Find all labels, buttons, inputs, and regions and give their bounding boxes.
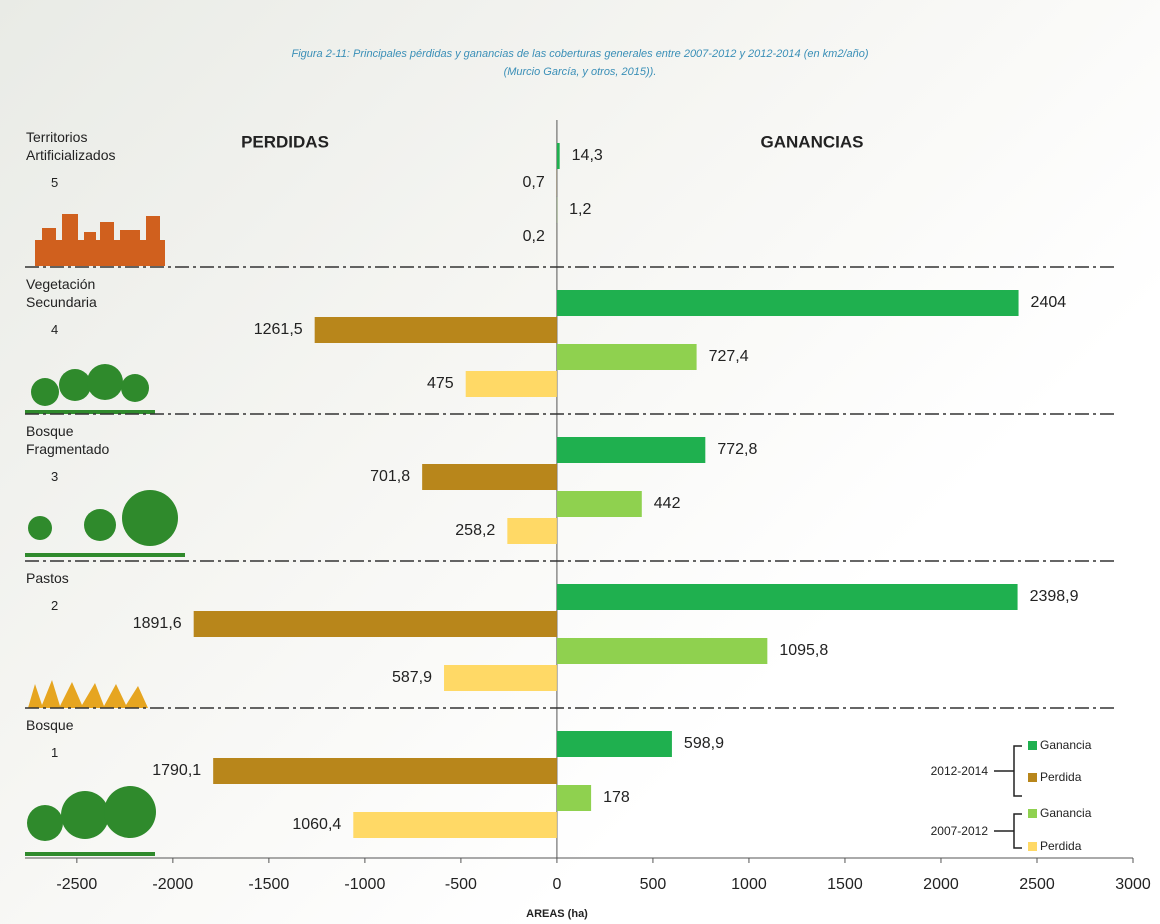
bar <box>556 143 560 169</box>
buildings-icon <box>35 214 165 266</box>
chart-title: Figura 2-11: Principales pérdidas y gana… <box>291 48 869 60</box>
bar <box>353 812 557 838</box>
legend-label: Perdida <box>1040 839 1082 853</box>
bar <box>556 491 642 517</box>
data-label: 1261,5 <box>254 321 303 338</box>
category-label: Territorios Artificializados <box>26 129 116 163</box>
category-number: 4 <box>51 322 59 337</box>
legend-swatch <box>1028 773 1037 782</box>
data-label: 727,4 <box>709 348 749 365</box>
legend-swatch <box>1028 809 1037 818</box>
data-label: 2398,9 <box>1030 588 1079 605</box>
x-tick-label: 0 <box>552 876 561 893</box>
x-tick-label: 3000 <box>1115 876 1151 893</box>
x-tick-label: 1500 <box>827 876 863 893</box>
x-tick-label: -1500 <box>248 876 289 893</box>
data-label: 772,8 <box>717 441 757 458</box>
data-label: 1060,4 <box>292 816 341 833</box>
bar <box>193 611 557 637</box>
bar <box>556 785 592 811</box>
data-label: 1,2 <box>569 201 591 218</box>
icons <box>25 214 185 856</box>
bar <box>444 665 557 691</box>
legend-group: 2012-2014 <box>931 764 989 778</box>
bar <box>465 371 557 397</box>
x-axis-label: AREAS (ha) <box>526 908 588 920</box>
x-tick-label: -2000 <box>152 876 193 893</box>
data-label: 1790,1 <box>152 762 201 779</box>
legend <box>994 745 1022 849</box>
bar <box>314 317 557 343</box>
bar <box>556 731 672 757</box>
data-label: 258,2 <box>455 522 495 539</box>
data-label: 14,3 <box>572 147 603 164</box>
x-tick-label: 2000 <box>923 876 959 893</box>
bar <box>556 638 768 664</box>
legend-bracket <box>994 745 1022 797</box>
legend-bracket <box>994 813 1022 849</box>
x-tick-label: -2500 <box>56 876 97 893</box>
bar <box>556 584 1018 610</box>
legend-label: Ganancia <box>1040 738 1092 752</box>
data-label: 475 <box>427 375 454 392</box>
category-label: Vegetación Secundaria <box>26 276 97 310</box>
category-block: Bosque Fragmentado 3 <box>26 422 146 486</box>
category-block: Territorios Artificializados 5 <box>26 128 146 192</box>
right-label: GANANCIAS <box>761 132 864 151</box>
data-label: 2404 <box>1031 294 1067 311</box>
category-number: 1 <box>51 745 59 760</box>
x-tick-label: -1000 <box>344 876 385 893</box>
data-label: 587,9 <box>392 669 432 686</box>
left-label: PERDIDAS <box>241 132 329 151</box>
bar <box>213 758 557 784</box>
grass-icon <box>28 680 148 708</box>
x-tick-label: 1000 <box>731 876 767 893</box>
chart-subtitle: (Murcio García, y otros, 2015)). <box>503 66 657 78</box>
legend-group: 2007-2012 <box>931 824 989 838</box>
bar <box>507 518 557 544</box>
data-label: 1891,6 <box>133 615 182 632</box>
category-label: Bosque Fragmentado <box>26 423 110 457</box>
legend-swatch <box>1028 842 1037 851</box>
bar <box>422 464 557 490</box>
category-number: 2 <box>51 598 59 613</box>
category-number: 3 <box>51 469 59 484</box>
data-label: 0,7 <box>523 174 545 191</box>
legend-swatch <box>1028 741 1037 750</box>
category-block: Bosque 1 <box>26 716 146 762</box>
x-tick-label: 2500 <box>1019 876 1055 893</box>
bar <box>556 290 1019 316</box>
data-label: 0,2 <box>523 228 545 245</box>
x-tick-label: -500 <box>445 876 477 893</box>
trees-icon <box>25 364 185 856</box>
category-label: Pastos <box>26 570 69 586</box>
bar <box>556 437 706 463</box>
legend-label: Perdida <box>1040 770 1082 784</box>
data-label: 701,8 <box>370 468 410 485</box>
category-label: Bosque <box>26 717 74 733</box>
data-label: 1095,8 <box>779 642 828 659</box>
category-number: 5 <box>51 175 59 190</box>
data-label: 178 <box>603 789 630 806</box>
x-tick-label: 500 <box>640 876 667 893</box>
bar <box>556 344 697 370</box>
category-block: Pastos 2 <box>26 569 146 615</box>
data-label: 442 <box>654 495 681 512</box>
category-block: Vegetación Secundaria 4 <box>26 275 146 339</box>
data-label: 598,9 <box>684 735 724 752</box>
legend-label: Ganancia <box>1040 806 1092 820</box>
